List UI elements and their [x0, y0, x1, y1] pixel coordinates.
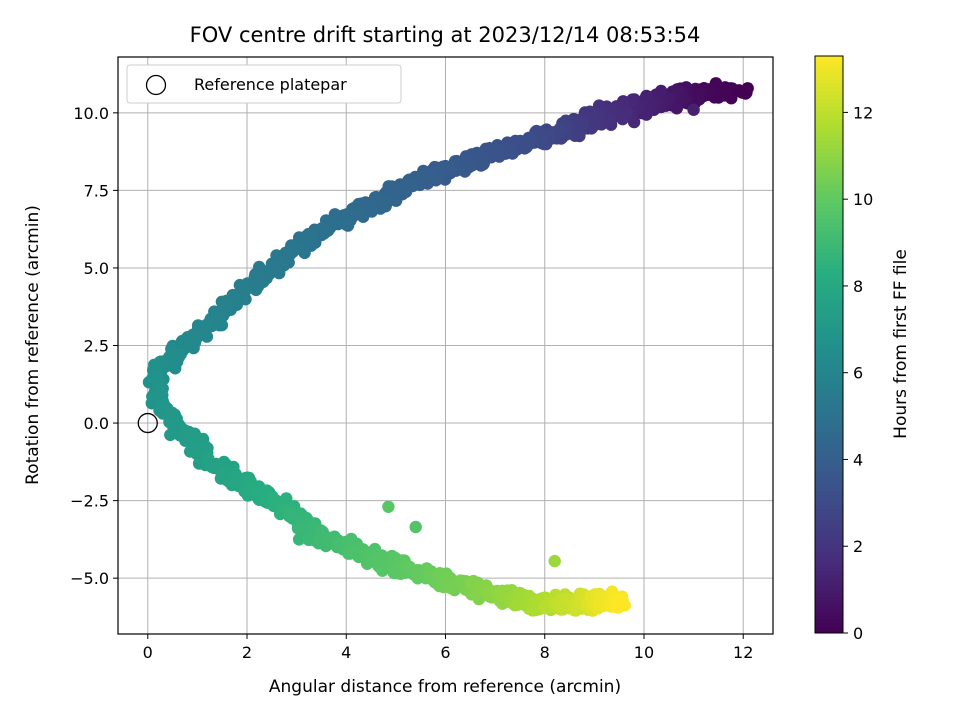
- data-point: [382, 500, 395, 513]
- data-point: [511, 598, 524, 611]
- legend-marker: [145, 74, 167, 96]
- colorbar-tick-label: 0: [853, 624, 863, 643]
- colorbar-tick-label: 2: [853, 537, 863, 556]
- colorbar-tick-label: 10: [853, 190, 873, 209]
- x-tick-label: 12: [733, 643, 753, 662]
- data-point: [687, 103, 700, 116]
- x-tick-label: 2: [242, 643, 252, 662]
- data-point: [548, 554, 561, 568]
- x-tick-label: 0: [143, 643, 153, 662]
- y-tick-label: 0.0: [84, 414, 109, 433]
- grid: [118, 57, 773, 634]
- y-tick-label: −2.5: [70, 492, 109, 511]
- data-point: [148, 358, 161, 371]
- colorbar-tick-label: 4: [853, 450, 863, 469]
- legend: Reference platepar: [126, 64, 402, 104]
- y-tick-label: 5.0: [84, 259, 109, 278]
- y-tick-label: −5.0: [70, 569, 109, 588]
- data-point: [268, 261, 281, 274]
- data-point: [741, 82, 754, 95]
- x-tick-label: 8: [540, 643, 550, 662]
- colorbar-ticks: 0 2 4 6 8 10 12: [843, 103, 873, 643]
- x-tick-label: 4: [341, 643, 351, 662]
- y-axis: −5.0 −2.5 0.0 2.5 5.0 7.5 10.0: [70, 104, 118, 588]
- y-axis-label: Rotation from reference (arcmin): [23, 205, 43, 485]
- colorbar-label: Hours from first FF file: [891, 249, 911, 439]
- colorbar-tick-label: 8: [853, 277, 863, 296]
- data-point: [292, 533, 306, 546]
- data-point: [574, 118, 587, 131]
- colorbar-tick-label: 12: [853, 103, 873, 122]
- x-tick-label: 6: [440, 643, 450, 662]
- data-points: [142, 77, 754, 617]
- legend-box: [126, 64, 402, 104]
- x-axis: 0 2 4 6 8 10 12: [143, 634, 753, 662]
- colorbar-tick-label: 6: [853, 364, 863, 383]
- reference-point: [137, 412, 158, 434]
- y-tick-label: 2.5: [84, 337, 109, 356]
- y-tick-label: 10.0: [73, 104, 109, 123]
- y-tick-label: 7.5: [84, 181, 109, 200]
- x-axis-label: Angular distance from reference (arcmin): [269, 677, 621, 697]
- data-point: [164, 428, 177, 442]
- data-point: [249, 283, 263, 297]
- data-point: [627, 115, 641, 129]
- data-point: [213, 319, 226, 332]
- legend-label: Reference platepar: [194, 75, 347, 94]
- data-point: [506, 147, 519, 160]
- reference-marker: [137, 412, 158, 434]
- data-point: [229, 467, 242, 481]
- colorbar-gradient: [814, 55, 844, 634]
- chart-title: FOV centre drift starting at 2023/12/14 …: [190, 23, 701, 47]
- data-point: [409, 520, 422, 534]
- colorbar: 0 2 4 6 8 10 12 Hours from first FF file: [814, 55, 911, 643]
- data-point: [340, 217, 354, 230]
- x-tick-label: 10: [634, 643, 654, 662]
- data-point: [613, 593, 626, 607]
- data-point: [460, 155, 473, 168]
